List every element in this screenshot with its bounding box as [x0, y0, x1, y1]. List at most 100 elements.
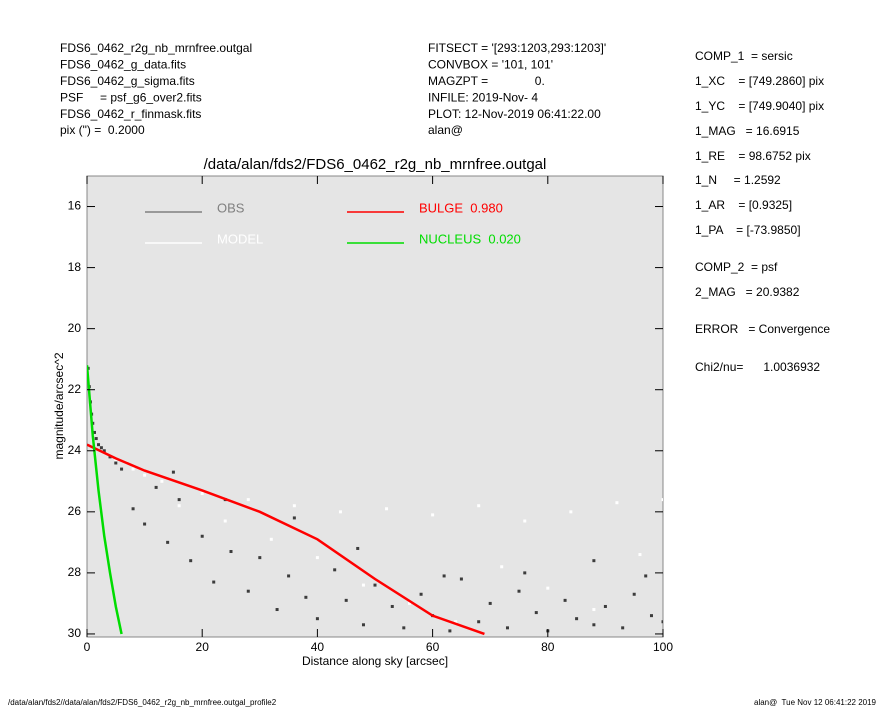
header-right-line: 1_N = 1.2592	[695, 173, 781, 187]
header-center-line: alan@	[428, 123, 463, 137]
data-point	[304, 595, 308, 599]
data-point	[200, 492, 204, 496]
data-point	[448, 629, 452, 633]
data-point	[246, 589, 250, 593]
data-point	[569, 510, 573, 514]
data-point	[592, 623, 596, 627]
x-tick-label: 20	[196, 640, 210, 654]
series-line	[87, 443, 485, 636]
data-point	[408, 601, 412, 605]
data-point	[92, 430, 96, 434]
data-point	[523, 571, 527, 575]
y-tick-label: 18	[68, 260, 82, 274]
header-right-line: 1_MAG = 16.6915	[695, 124, 800, 138]
data-point	[212, 580, 216, 584]
data-point	[292, 504, 296, 508]
data-point	[292, 516, 296, 520]
data-point	[638, 553, 642, 557]
data-point	[661, 620, 663, 624]
data-point	[102, 449, 106, 453]
header-right-line: 2_MAG = 20.9382	[695, 285, 800, 299]
data-point	[563, 598, 567, 602]
legend-label: MODEL	[217, 231, 263, 246]
y-tick-label: 24	[68, 443, 82, 457]
header-right-line: 1_AR = [0.9325]	[695, 198, 792, 212]
plot-area	[86, 175, 664, 638]
y-axis-label: magnitude/arcsec^2	[52, 352, 66, 459]
data-point	[269, 537, 273, 541]
y-tick-label: 30	[68, 626, 82, 640]
data-point	[97, 443, 101, 447]
data-point	[592, 608, 596, 612]
header-center-line: MAGZPT = 0.	[428, 74, 545, 88]
data-point	[644, 574, 648, 578]
legend-label: OBS	[217, 200, 245, 215]
data-point	[189, 559, 193, 563]
data-point	[477, 504, 481, 508]
data-point	[177, 498, 181, 502]
data-point	[166, 540, 170, 544]
data-point	[390, 604, 394, 608]
data-point	[523, 519, 527, 523]
data-point	[160, 479, 164, 483]
data-point	[171, 470, 175, 474]
chart-title: /data/alan/fds2/FDS6_0462_r2g_nb_mrnfree…	[204, 156, 547, 173]
header-left-line: pix (") = 0.2000	[60, 123, 145, 137]
y-tick-label: 26	[68, 504, 82, 518]
plot-content	[87, 365, 663, 636]
data-point	[223, 519, 227, 523]
data-point	[431, 513, 435, 517]
data-point	[373, 583, 377, 587]
data-point	[546, 586, 550, 590]
series-line	[87, 365, 123, 635]
y-tick-label: 16	[68, 199, 82, 213]
legend-label: BULGE 0.980	[419, 200, 503, 215]
y-tick-label: 28	[68, 565, 82, 579]
data-point	[154, 485, 158, 489]
x-tick-label: 100	[653, 640, 673, 654]
data-point	[385, 507, 389, 511]
header-left-line: FDS6_0462_r_finmask.fits	[60, 107, 201, 121]
data-point	[592, 559, 596, 563]
data-point	[477, 620, 481, 624]
header-right-line: COMP_1 = sersic	[695, 49, 793, 63]
footer-left: /data/alan/fds2//data/alan/fds2/FDS6_046…	[8, 698, 277, 707]
y-tick-label: 22	[68, 382, 82, 396]
data-point	[344, 598, 348, 602]
header-left-line: PSF = psf_g6_over2.fits	[60, 90, 202, 104]
header-right-line: 1_PA = [-73.9850]	[695, 223, 801, 237]
data-point	[661, 498, 663, 502]
data-point	[603, 604, 607, 608]
x-axis-label: Distance along sky [arcsec]	[302, 654, 448, 668]
data-point	[94, 437, 98, 441]
data-point	[99, 446, 103, 450]
data-point	[315, 617, 319, 621]
data-point	[229, 550, 233, 554]
data-point	[114, 458, 118, 462]
data-point	[459, 577, 463, 581]
data-point	[505, 626, 509, 630]
data-point	[143, 522, 147, 526]
data-point	[177, 504, 181, 508]
data-point	[361, 583, 365, 587]
header-center-line: INFILE: 2019-Nov- 4	[428, 90, 538, 104]
data-point	[500, 565, 504, 569]
data-point	[632, 592, 636, 596]
data-point	[575, 617, 579, 621]
data-point	[402, 626, 406, 630]
data-point	[419, 592, 423, 596]
data-point	[442, 574, 446, 578]
header-left-line: FDS6_0462_g_data.fits	[60, 58, 186, 72]
data-point	[275, 608, 279, 612]
x-tick-label: 40	[311, 640, 325, 654]
header-right-line: Chi2/nu= 1.0036932	[695, 360, 820, 374]
data-point	[615, 501, 619, 505]
data-point	[120, 467, 124, 471]
data-point	[338, 510, 342, 514]
data-point	[131, 507, 135, 511]
data-point	[333, 568, 337, 572]
data-point	[356, 546, 360, 550]
header-right-line: COMP_2 = psf	[695, 260, 778, 274]
header-right-line: 1_XC = [749.2860] pix	[695, 74, 824, 88]
